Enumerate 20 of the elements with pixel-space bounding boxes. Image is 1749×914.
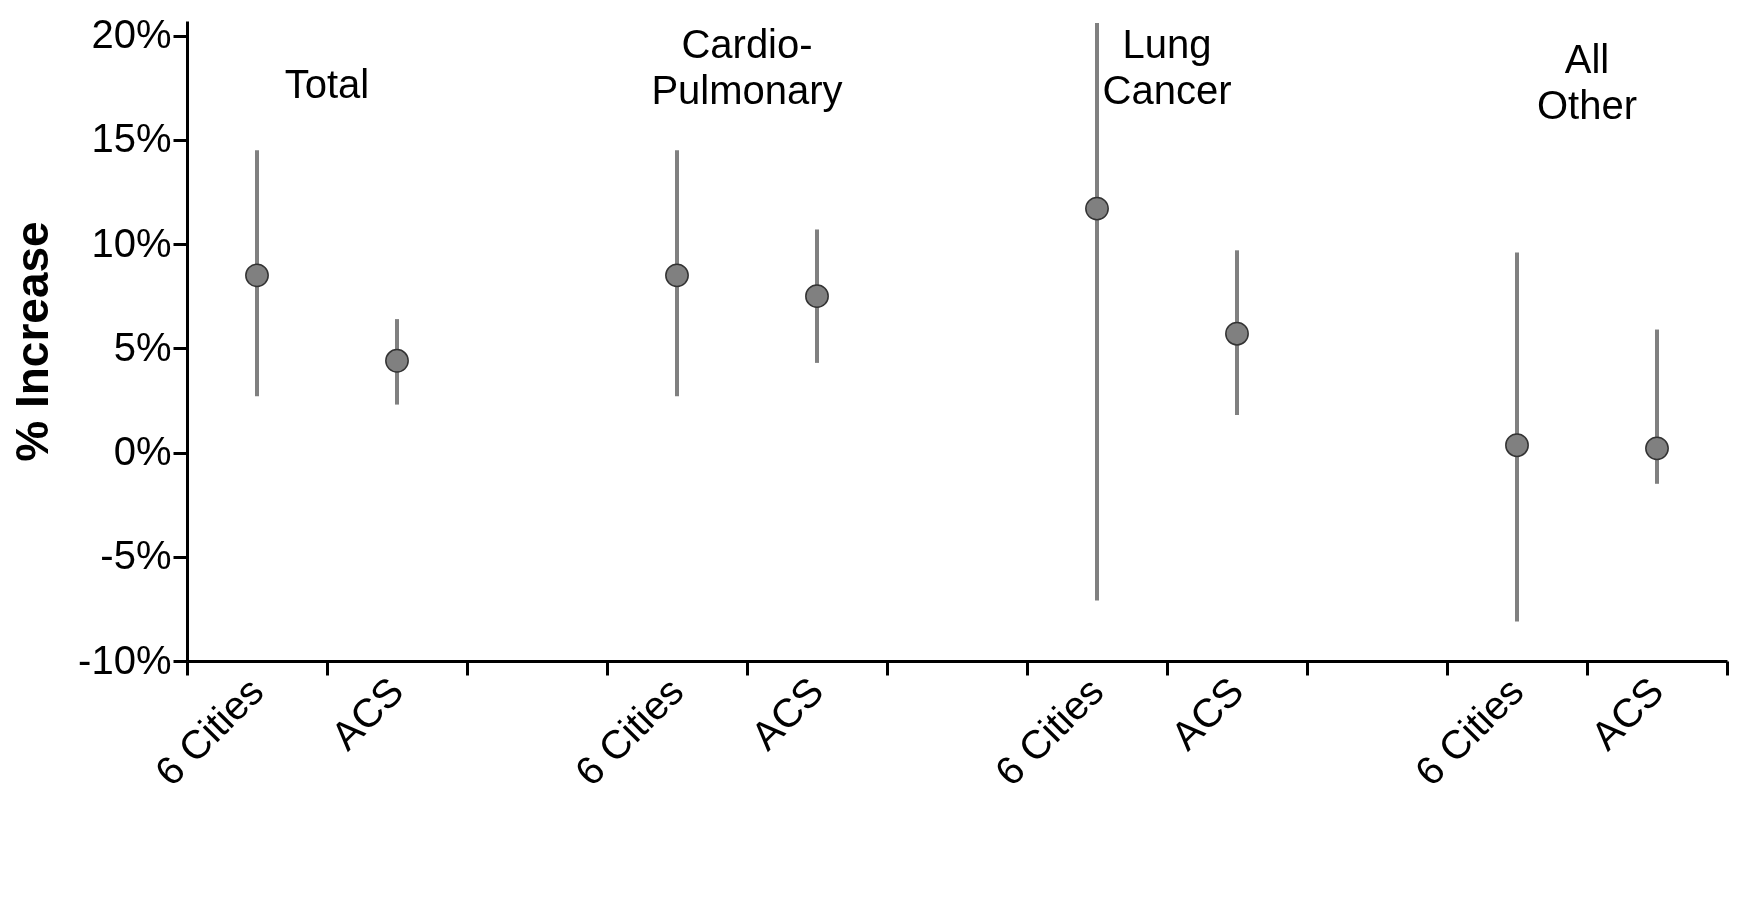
y-axis-title: % Increase: [6, 221, 59, 462]
point: [665, 263, 689, 288]
annotation: Total: [284, 62, 370, 106]
point: [805, 284, 829, 309]
y-tick-label: 10%: [91, 220, 172, 265]
y-tick-label: 5%: [113, 324, 172, 369]
annotation: Cardio- Pulmonary: [651, 22, 843, 112]
point: [1225, 321, 1249, 346]
y-tick-label: -5%: [100, 533, 172, 578]
y-tick-label: 15%: [91, 116, 172, 161]
point: [245, 263, 269, 288]
annotation: Lung Cancer: [1102, 22, 1232, 112]
point: [385, 348, 409, 373]
y-tick-label: -10%: [78, 637, 172, 682]
point: [1085, 196, 1109, 221]
y-tick-label: 0%: [113, 429, 172, 474]
y-tick-label: 20%: [91, 12, 172, 57]
annotation: All Other: [1536, 37, 1638, 127]
point: [1505, 433, 1529, 458]
point: [1645, 436, 1669, 461]
